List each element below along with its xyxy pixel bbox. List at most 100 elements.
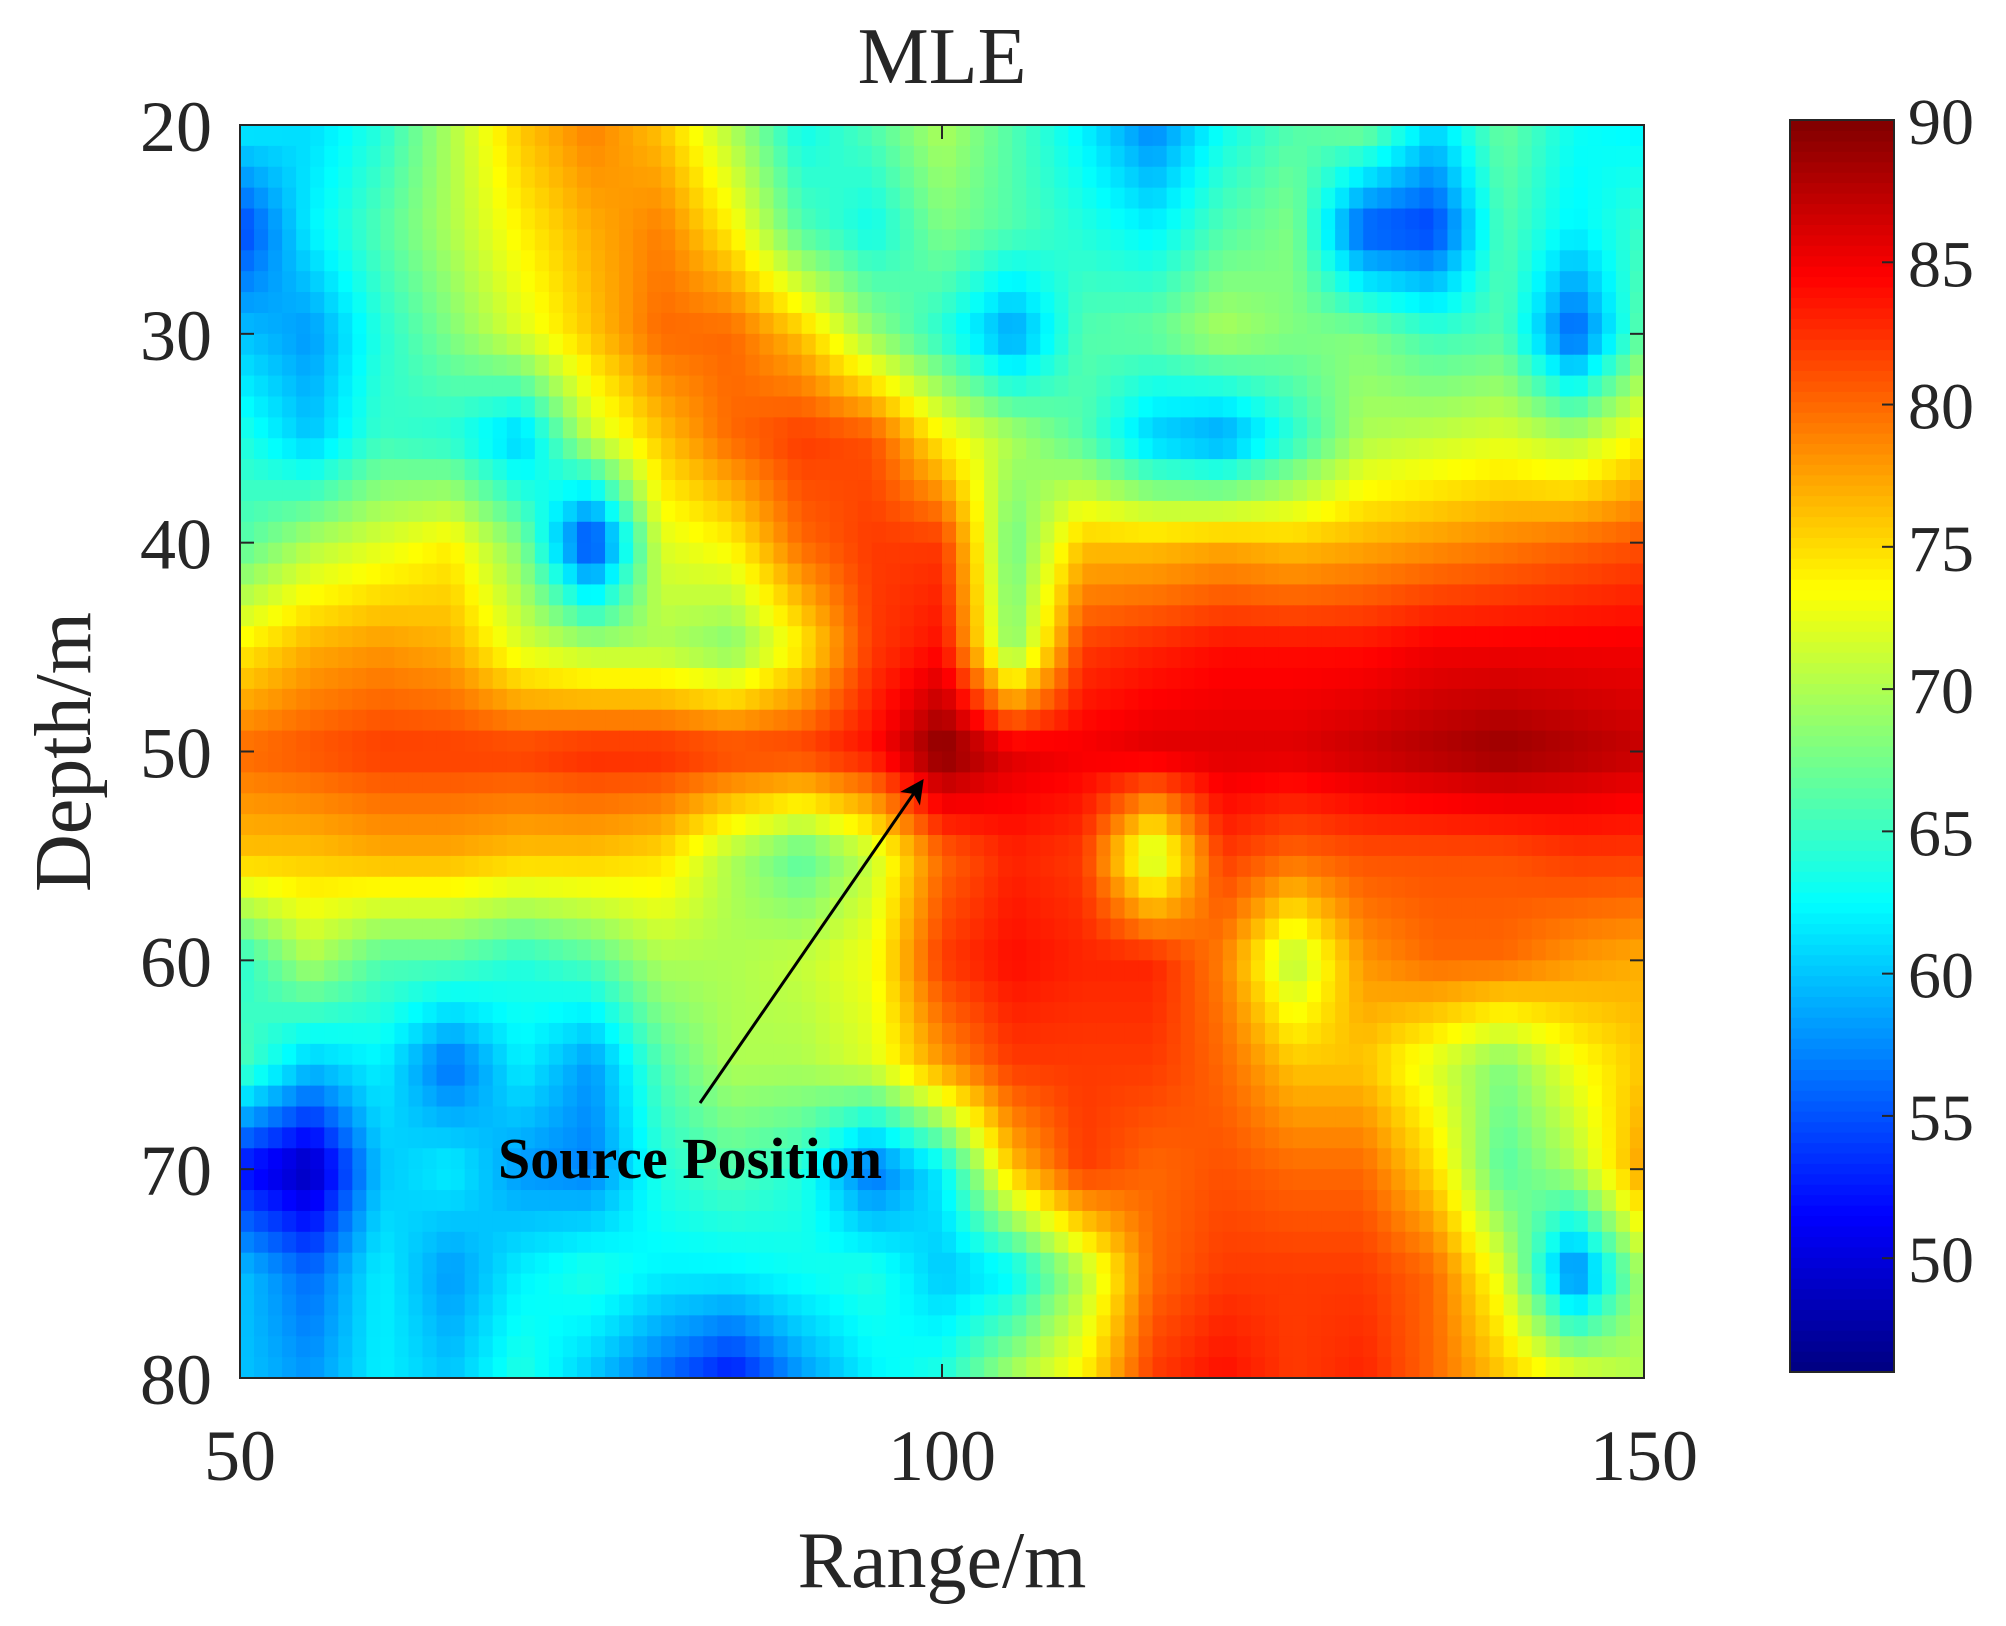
heatmap-cell bbox=[829, 229, 845, 251]
heatmap-cell bbox=[899, 292, 915, 314]
heatmap-cell bbox=[324, 1106, 339, 1128]
heatmap-cell bbox=[1278, 438, 1294, 460]
heatmap-cell bbox=[1222, 375, 1238, 398]
heatmap-cell bbox=[1405, 563, 1420, 586]
heatmap-cell bbox=[1040, 584, 1055, 606]
heatmap-cell bbox=[1559, 354, 1575, 377]
heatmap-cell bbox=[605, 626, 620, 648]
heatmap-cell bbox=[422, 563, 438, 586]
heatmap-cell bbox=[1629, 438, 1644, 460]
heatmap-cell bbox=[1489, 354, 1505, 377]
heatmap-cell bbox=[591, 709, 606, 732]
heatmap-cell bbox=[380, 667, 396, 690]
heatmap-cell bbox=[1264, 375, 1280, 398]
heatmap-cell bbox=[913, 1022, 929, 1045]
heatmap-cell bbox=[689, 981, 704, 1003]
heatmap-cell bbox=[1110, 208, 1126, 231]
heatmap-cell bbox=[1278, 876, 1294, 899]
heatmap-cell bbox=[829, 918, 845, 941]
heatmap-cell bbox=[338, 730, 353, 753]
heatmap-cell bbox=[913, 333, 929, 356]
heatmap-cell bbox=[1293, 542, 1308, 565]
heatmap-cell bbox=[689, 688, 704, 711]
heatmap-cell bbox=[380, 250, 396, 272]
heatmap-cell bbox=[282, 626, 297, 648]
heatmap-cell bbox=[436, 1022, 452, 1045]
heatmap-cell bbox=[1138, 939, 1154, 961]
heatmap-cell bbox=[605, 584, 620, 606]
heatmap-cell bbox=[240, 835, 255, 857]
heatmap-cell bbox=[450, 918, 466, 941]
heatmap-cell bbox=[520, 208, 536, 231]
heatmap-cell bbox=[520, 166, 536, 189]
heatmap-cell bbox=[1138, 250, 1154, 272]
heatmap-cell bbox=[548, 855, 564, 878]
heatmap-cell bbox=[661, 500, 676, 523]
heatmap-cell bbox=[1335, 647, 1350, 669]
heatmap-cell bbox=[296, 793, 311, 815]
heatmap-cell bbox=[436, 647, 452, 669]
heatmap-cell bbox=[956, 375, 971, 398]
heatmap-cell bbox=[1082, 584, 1098, 606]
heatmap-cell bbox=[1433, 563, 1449, 586]
heatmap-cell bbox=[647, 145, 662, 168]
heatmap-cell bbox=[408, 835, 424, 857]
heatmap-cell bbox=[1068, 396, 1083, 418]
heatmap-cell bbox=[1629, 793, 1644, 815]
heatmap-cell bbox=[1012, 1106, 1027, 1128]
heatmap-cell bbox=[1531, 897, 1547, 920]
heatmap-cell bbox=[927, 647, 943, 669]
heatmap-cell bbox=[478, 918, 494, 941]
heatmap-cell bbox=[801, 292, 817, 314]
heatmap-cell bbox=[843, 292, 859, 314]
heatmap-cell bbox=[352, 563, 367, 586]
heatmap-cell bbox=[1573, 500, 1589, 523]
heatmap-cell bbox=[576, 814, 592, 836]
heatmap-cell bbox=[759, 354, 775, 377]
heatmap-cell bbox=[240, 312, 255, 335]
heatmap-cell bbox=[1517, 835, 1533, 857]
heatmap-cell bbox=[998, 1002, 1013, 1024]
heatmap-cell bbox=[1517, 396, 1533, 418]
heatmap-cell bbox=[1054, 396, 1069, 418]
heatmap-cell bbox=[1461, 250, 1477, 272]
heatmap-cell bbox=[689, 939, 704, 961]
heatmap-cell bbox=[562, 521, 578, 544]
heatmap-cell bbox=[1040, 709, 1055, 732]
heatmap-cell bbox=[633, 709, 648, 732]
heatmap-cell bbox=[984, 1043, 999, 1066]
heatmap-cell bbox=[913, 981, 929, 1003]
heatmap-cell bbox=[478, 1085, 494, 1108]
heatmap-cell bbox=[913, 1127, 929, 1149]
heatmap-cell bbox=[731, 521, 747, 544]
heatmap-cell bbox=[675, 417, 690, 439]
heatmap-cell bbox=[899, 229, 915, 251]
heatmap-cell bbox=[759, 1002, 775, 1024]
heatmap-cell bbox=[801, 835, 817, 857]
heatmap-cell bbox=[1405, 647, 1420, 669]
heatmap-cell bbox=[1208, 960, 1224, 982]
heatmap-cell bbox=[745, 145, 761, 168]
heatmap-cell bbox=[1082, 333, 1098, 356]
heatmap-cell bbox=[647, 521, 662, 544]
heatmap-cell bbox=[478, 1022, 494, 1045]
heatmap-cell bbox=[338, 960, 353, 982]
heatmap-cell bbox=[1222, 250, 1238, 272]
heatmap-cell bbox=[1531, 772, 1547, 794]
heatmap-cell bbox=[1601, 250, 1617, 272]
heatmap-cell bbox=[1629, 500, 1644, 523]
heatmap-cell bbox=[745, 417, 761, 439]
heatmap-cell bbox=[1208, 292, 1224, 314]
heatmap-cell bbox=[717, 521, 732, 544]
heatmap-cell bbox=[1264, 793, 1280, 815]
heatmap-cell bbox=[1349, 897, 1364, 920]
heatmap-cell bbox=[380, 981, 396, 1003]
heatmap-cell bbox=[506, 897, 522, 920]
heatmap-cell bbox=[1447, 250, 1463, 272]
heatmap-cell bbox=[1615, 480, 1631, 502]
heatmap-cell bbox=[647, 480, 662, 502]
heatmap-cell bbox=[647, 730, 662, 753]
heatmap-cell bbox=[1096, 1002, 1112, 1024]
heatmap-cell bbox=[1363, 521, 1378, 544]
heatmap-cell bbox=[801, 793, 817, 815]
